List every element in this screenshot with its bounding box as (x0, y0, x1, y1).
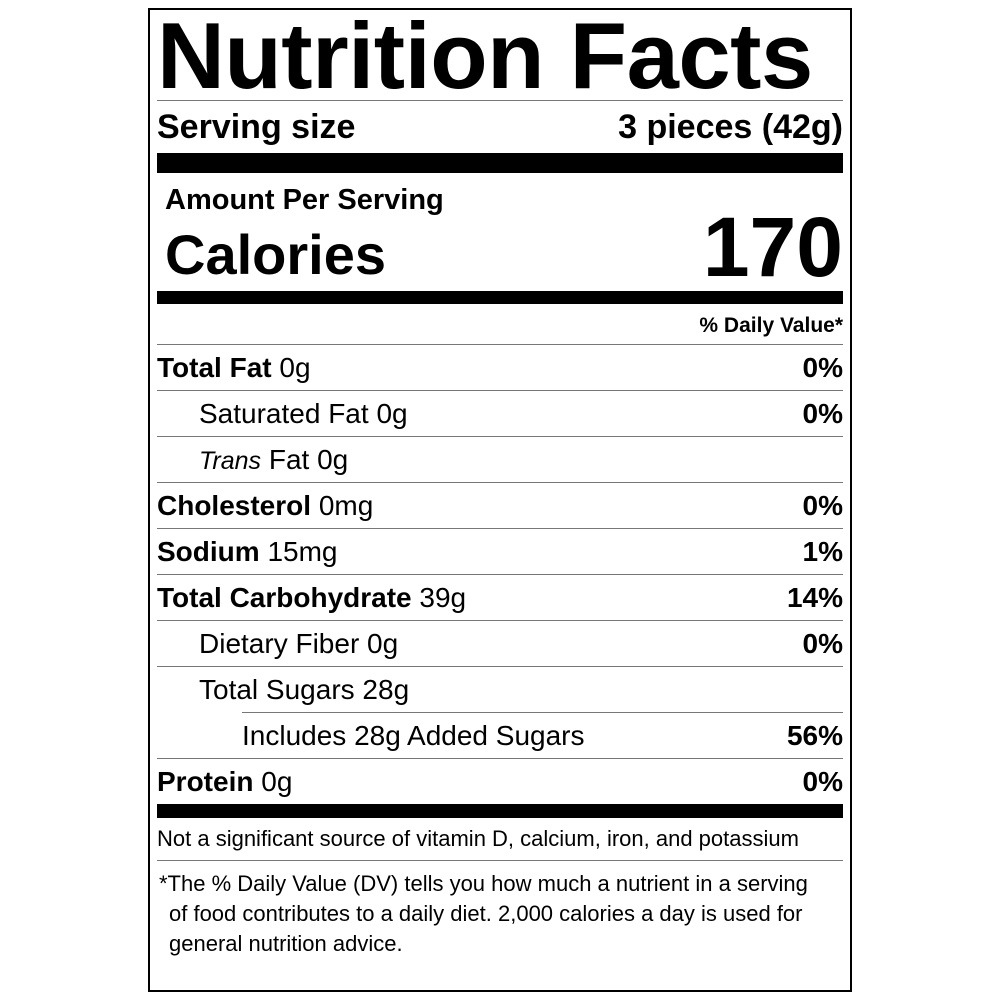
title: Nutrition Facts (157, 3, 813, 108)
nutrient-name-group: Trans Fat 0g (157, 444, 348, 476)
footnote: *The % Daily Value (DV) tells you how mu… (159, 871, 808, 956)
nutrient-row: Dietary Fiber 0g 0% (157, 620, 843, 666)
nutrient-name: Cholesterol (157, 489, 312, 521)
nutrient-amount: 0g (261, 765, 293, 797)
nutrient-rows: Total Fat 0g 0% Saturated Fat 0g 0% Trans Fa… (157, 345, 843, 804)
nutrient-name-group: Protein 0g (157, 766, 292, 798)
nutrient-name-group: Saturated Fat 0g (157, 398, 408, 430)
nutrient-row: Saturated Fat 0g 0% (157, 390, 843, 436)
calories-label: Calories (165, 223, 386, 286)
thick-rule (157, 291, 843, 304)
nutrient-amount: 15mg (267, 535, 338, 567)
nutrient-name-group: Includes 28g Added Sugars (242, 720, 584, 752)
nutrient-row: Total Sugars 28g (157, 666, 843, 712)
nutrition-label: Nutrition Facts Serving size 3 pieces (4… (148, 8, 852, 992)
nutrient-name-group: Dietary Fiber 0g (157, 628, 398, 660)
nutrient-name-group: Total Fat 0g (157, 352, 311, 384)
nutrient-name: Includes 28g Added Sugars (242, 719, 585, 751)
daily-value: 0% (802, 351, 843, 383)
nutrient-name: Dietary Fiber (199, 627, 360, 659)
nutrient-name-group: Total Carbohydrate 39g (157, 582, 466, 614)
nutrient-amount: 0g (279, 351, 311, 383)
serving-value: 3 pieces (42g) (618, 107, 843, 146)
nutrient-name: Protein (157, 765, 254, 797)
nutrient-amount: 28g (362, 673, 410, 705)
calories-value: 170 (702, 200, 843, 294)
nutrient-amount: 0g (367, 627, 399, 659)
nutrient-row: Protein 0g 0% (157, 758, 843, 804)
serving-row: Serving size 3 pieces (42g) (157, 100, 843, 153)
nutrient-name: Total Carbohydrate (157, 581, 412, 613)
nutrient-amount: 0g (317, 443, 349, 475)
nutrient-row: Trans Fat 0g (157, 436, 843, 482)
nutrient-row: Total Carbohydrate 39g 14% (157, 574, 843, 620)
nutrient-name-group: Sodium 15mg (157, 536, 338, 568)
nutrient-row: Total Fat 0g 0% (157, 345, 843, 390)
nutrient-amount: 0mg (318, 489, 374, 521)
serving-label: Serving size (157, 107, 356, 146)
nutrient-name: Total Fat (157, 351, 272, 383)
daily-value: 0% (802, 397, 843, 429)
nutrient-name-italic: Trans (199, 446, 262, 475)
amount-per-serving: Amount Per Serving (165, 184, 444, 216)
daily-value: 0% (802, 489, 843, 521)
thick-rule (157, 153, 843, 173)
nutrient-row: Cholesterol 0mg 0% (157, 482, 843, 528)
nutrient-name: Sodium (157, 535, 260, 567)
nutrient-name: Saturated Fat (199, 397, 369, 429)
nutrient-amount: 0g (376, 397, 408, 429)
nutrient-name-group: Cholesterol 0mg (157, 490, 373, 522)
daily-value: 56% (786, 719, 843, 751)
daily-value: 0% (802, 627, 843, 659)
daily-value: 14% (786, 581, 843, 613)
nutrient-name-group: Total Sugars 28g (157, 674, 409, 706)
nutrient-amount: 39g (419, 581, 467, 613)
daily-value: 0% (802, 765, 843, 797)
footnote: Not a significant source of vitamin D, c… (157, 818, 843, 861)
thick-rule (157, 804, 843, 818)
calories-row: Calories 170 (157, 205, 843, 289)
nutrient-row: Includes 28g Added Sugars 56% (242, 712, 843, 758)
nutrient-name: Fat (268, 443, 310, 475)
nutrient-row: Sodium 15mg 1% (157, 528, 843, 574)
daily-value: 1% (802, 535, 843, 567)
daily-value-header: % Daily Value* (157, 304, 843, 345)
nutrient-name: Total Sugars (199, 673, 355, 705)
